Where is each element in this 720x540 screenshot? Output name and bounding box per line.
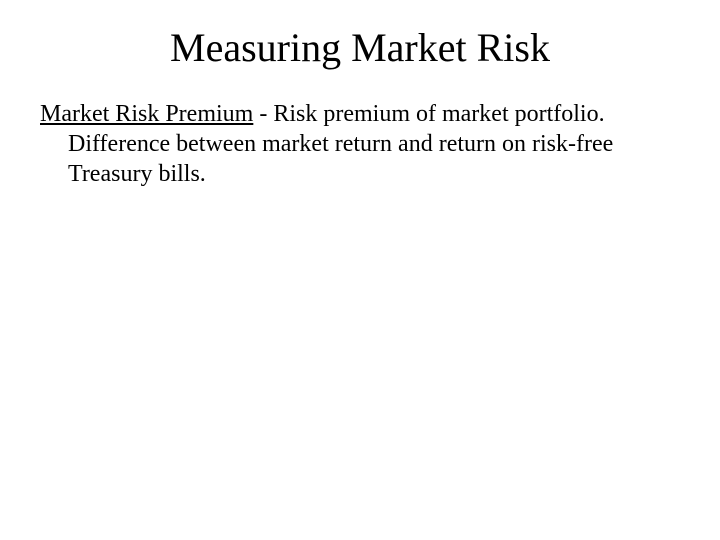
slide-title: Measuring Market Risk xyxy=(40,24,680,71)
definition-block: Market Risk Premium - Risk premium of ma… xyxy=(40,99,680,189)
term-label: Market Risk Premium xyxy=(40,101,253,127)
